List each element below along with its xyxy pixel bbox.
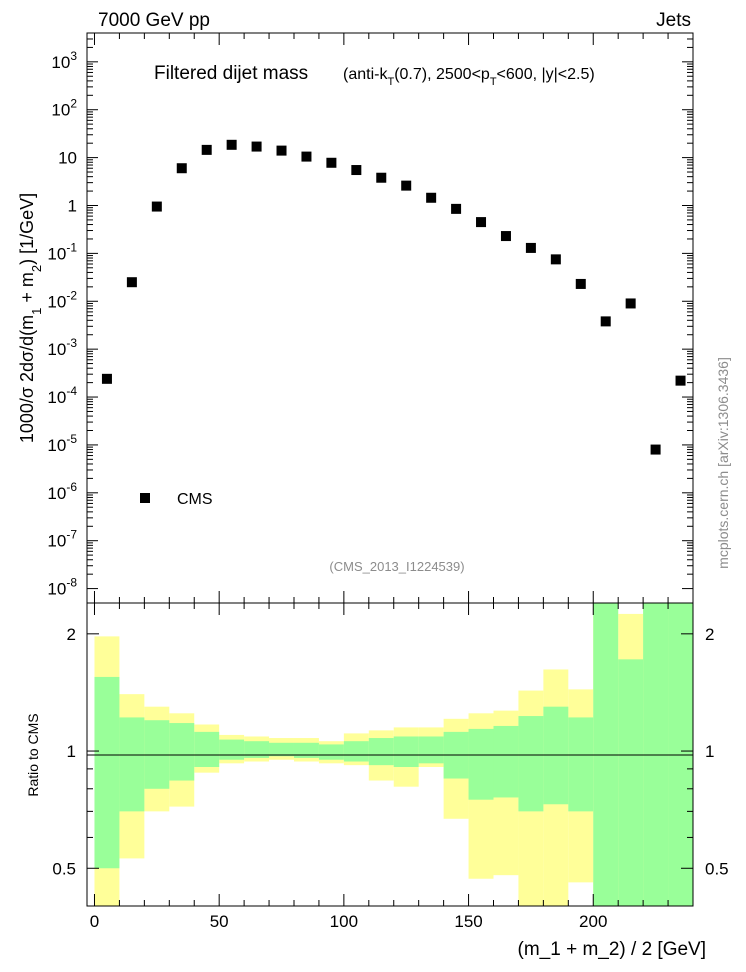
stat-uncertainty-band bbox=[618, 659, 644, 906]
data-point bbox=[401, 180, 412, 191]
data-point bbox=[201, 144, 212, 155]
x-tick-label: 150 bbox=[454, 912, 482, 931]
data-point bbox=[301, 151, 312, 162]
header-left: 7000 GeV pp bbox=[98, 10, 210, 31]
main-y-axis-label: 1000/σ 2dσ/d(m1 + m2) [1/GeV] bbox=[17, 193, 44, 443]
y-tick-label: 10-1 bbox=[47, 240, 77, 263]
y-tick-label: 10-2 bbox=[47, 288, 77, 311]
x-tick-label: 100 bbox=[330, 912, 358, 931]
stat-uncertainty-band bbox=[94, 676, 120, 869]
stat-uncertainty-band bbox=[293, 742, 319, 758]
y-tick-label: 10-7 bbox=[47, 528, 77, 551]
legend-label: CMS bbox=[177, 491, 213, 508]
data-point bbox=[550, 254, 561, 265]
stat-uncertainty-band bbox=[393, 736, 419, 767]
ratio-y-tick-label-right: 1 bbox=[705, 742, 714, 761]
stat-uncertainty-band bbox=[119, 717, 145, 812]
data-point bbox=[326, 157, 337, 168]
x-tick-label: 50 bbox=[210, 912, 229, 931]
header-right: Jets bbox=[656, 10, 691, 31]
y-tick-label: 103 bbox=[51, 49, 77, 72]
y-tick-label: 10-4 bbox=[47, 384, 77, 407]
x-tick-labels: 0 50 100 150 200 bbox=[90, 912, 608, 931]
x-tick-label: 200 bbox=[579, 912, 607, 931]
ratio-y-tick-label-right: 0.5 bbox=[705, 859, 729, 878]
data-point bbox=[351, 165, 362, 176]
ratio-y-tick-label-left: 0.5 bbox=[52, 859, 76, 878]
data-point bbox=[575, 278, 586, 289]
stat-uncertainty-band bbox=[343, 741, 369, 762]
data-point bbox=[426, 192, 437, 203]
main-y-tick-labels: 10-8 10-7 10-6 10-5 10-4 10-3 10-2 10-1 1 10 102 10… bbox=[47, 49, 77, 599]
plot-title: Filtered dijet mass bbox=[154, 63, 308, 84]
ratio-y-axis-label: Ratio to CMS bbox=[25, 713, 41, 796]
stat-uncertainty-band bbox=[493, 725, 519, 798]
data-point bbox=[176, 163, 187, 174]
stat-uncertainty-band bbox=[219, 739, 245, 760]
stat-uncertainty-band bbox=[169, 723, 195, 781]
ratio-y-tick-label-left: 1 bbox=[67, 742, 76, 761]
y-tick-label: 10-8 bbox=[47, 576, 77, 599]
data-point bbox=[251, 141, 262, 152]
plot-cut-label: (anti-kT(0.7), 2500<pT<600, |y|<2.5) bbox=[343, 66, 595, 88]
ratio-y-tick-label-right: 2 bbox=[705, 625, 714, 644]
side-label: mcplots.cern.ch [arXiv:1306.3436] bbox=[715, 357, 731, 569]
data-point bbox=[476, 217, 487, 228]
data-point bbox=[276, 145, 287, 156]
ratio-panel: 0.5 0.5 1 1 2 2 0 50 100 150 200 Ratio to CMS (m_… bbox=[25, 602, 729, 960]
main-plot-panel: 10-8 10-7 10-6 10-5 10-4 10-3 10-2 10-1 1 10 102 10… bbox=[17, 32, 694, 604]
stat-uncertainty-band bbox=[318, 744, 344, 760]
y-tick-label: 1 bbox=[68, 196, 77, 215]
legend-marker bbox=[140, 493, 150, 503]
stat-uncertainty-band bbox=[468, 728, 494, 800]
data-point bbox=[226, 139, 237, 150]
ratio-ticks bbox=[87, 603, 694, 906]
data-point bbox=[101, 373, 112, 384]
ratio-y-tick-labels: 0.5 0.5 1 1 2 2 bbox=[52, 625, 728, 878]
data-point bbox=[151, 201, 162, 212]
data-point bbox=[500, 231, 511, 242]
main-plot-ticks bbox=[87, 32, 694, 603]
data-point bbox=[625, 298, 636, 309]
ratio-frame bbox=[86, 602, 694, 907]
y-tick-label: 10-5 bbox=[47, 432, 77, 455]
y-tick-label: 10-6 bbox=[47, 480, 77, 503]
y-tick-label: 10 bbox=[58, 149, 77, 168]
reference-label: (CMS_2013_I1224539) bbox=[329, 559, 464, 574]
stat-uncertainty-band bbox=[244, 741, 270, 758]
data-point bbox=[376, 172, 387, 183]
ratio-y-tick-label-left: 2 bbox=[67, 625, 76, 644]
stat-uncertainty-band bbox=[568, 717, 594, 812]
data-point bbox=[600, 316, 611, 327]
x-tick-label: 0 bbox=[90, 912, 99, 931]
cms-data-points bbox=[101, 139, 686, 455]
stat-uncertainty-band bbox=[194, 731, 220, 767]
y-tick-label: 102 bbox=[51, 97, 77, 120]
data-point bbox=[650, 444, 661, 455]
x-axis-label: (m_1 + m_2) / 2 [GeV] bbox=[518, 939, 707, 960]
data-point bbox=[126, 277, 137, 288]
stat-uncertainty-band bbox=[368, 738, 394, 766]
stat-uncertainty-band bbox=[418, 736, 444, 764]
stat-uncertainty-band bbox=[269, 742, 294, 757]
data-point bbox=[451, 203, 462, 214]
data-point bbox=[525, 242, 536, 253]
data-point bbox=[675, 375, 686, 386]
stat-uncertainty-band bbox=[518, 716, 544, 812]
y-tick-label: 10-3 bbox=[47, 336, 77, 359]
